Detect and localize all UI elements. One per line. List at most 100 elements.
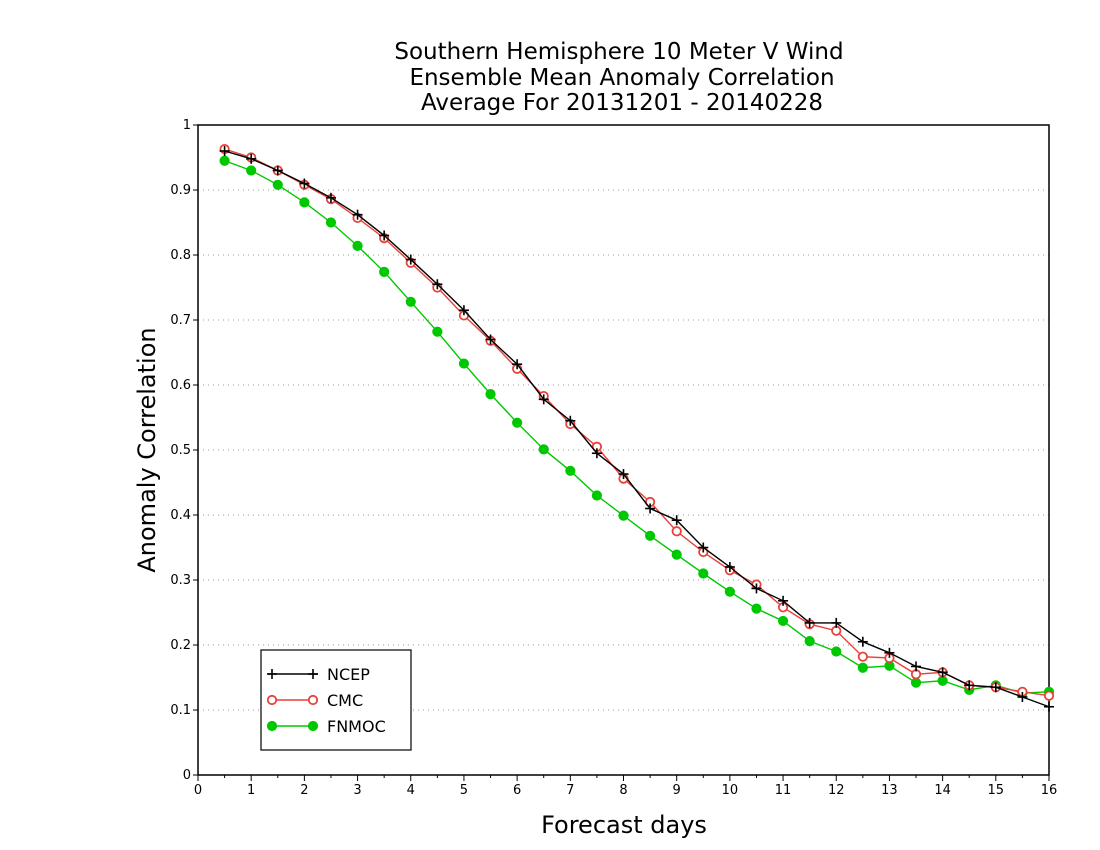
title-line-1: Southern Hemisphere 10 Meter V Wind bbox=[394, 39, 843, 65]
fnmoc-point bbox=[352, 240, 363, 251]
fnmoc-point bbox=[272, 179, 283, 190]
ncep-point bbox=[565, 415, 576, 426]
chart-title: Southern Hemisphere 10 Meter V Wind Ense… bbox=[394, 39, 843, 116]
fnmoc-point bbox=[379, 266, 390, 277]
legend-label-ncep: NCEP bbox=[327, 665, 370, 684]
x-tick-label: 13 bbox=[881, 783, 898, 798]
fnmoc-point bbox=[405, 296, 416, 307]
fnmoc-point bbox=[485, 389, 496, 400]
ncep-point bbox=[990, 682, 1001, 693]
ncep-point bbox=[804, 617, 815, 628]
x-tick-label: 15 bbox=[988, 783, 1005, 798]
x-tick-label: 4 bbox=[407, 783, 415, 798]
ncep-point bbox=[485, 334, 496, 345]
x-tick-label: 5 bbox=[460, 783, 468, 798]
ncep-point bbox=[645, 503, 656, 514]
ncep-point bbox=[964, 680, 975, 691]
ncep-point bbox=[432, 279, 443, 290]
x-tick-labels: 0 1 2 3 4 5 6 7 8 9 10 11 12 13 14 15 16 bbox=[194, 783, 1057, 798]
x-tick-label: 1 bbox=[247, 783, 255, 798]
ncep-point bbox=[379, 230, 390, 241]
x-tick-label: 14 bbox=[934, 783, 951, 798]
ncep-line bbox=[224, 150, 1050, 708]
ncep-point bbox=[857, 636, 868, 647]
y-tick-label: 0.8 bbox=[170, 248, 191, 263]
fnmoc-line bbox=[224, 160, 1050, 694]
ncep-point bbox=[246, 153, 257, 164]
ncep-point bbox=[352, 209, 363, 220]
ncep-point bbox=[405, 254, 416, 265]
ncep-point bbox=[911, 661, 922, 672]
fnmoc-point bbox=[618, 510, 629, 521]
cmc-point bbox=[1043, 690, 1055, 701]
legend-ncep-point bbox=[267, 669, 277, 679]
ncep-point bbox=[219, 146, 230, 156]
y-tick-labels: 0 0.1 0.2 0.3 0.4 0.5 0.6 0.7 0.8 0.9 1 bbox=[170, 118, 191, 783]
legend-item-fnmoc: FNMOC bbox=[266, 717, 386, 736]
fnmoc-point bbox=[299, 197, 310, 208]
legend-label-cmc: CMC bbox=[327, 691, 363, 710]
ncep-point bbox=[724, 562, 735, 572]
ncep-point bbox=[751, 583, 762, 594]
fnmoc-point bbox=[804, 636, 815, 647]
fnmoc-point bbox=[219, 155, 230, 166]
fnmoc-point bbox=[565, 465, 576, 476]
gridlines bbox=[198, 189, 1049, 711]
x-tick-label: 16 bbox=[1041, 783, 1058, 798]
y-axis-label: Anomaly Correlation bbox=[133, 327, 161, 572]
x-tick-label: 9 bbox=[673, 783, 681, 798]
ncep-point bbox=[937, 667, 948, 678]
cmc-point bbox=[857, 651, 868, 662]
series-layer bbox=[219, 143, 1055, 712]
x-tick-label: 12 bbox=[828, 783, 845, 798]
x-tick-label: 3 bbox=[353, 783, 361, 798]
y-tick-label: 0.3 bbox=[170, 573, 191, 588]
x-tick-label: 10 bbox=[722, 783, 739, 798]
ncep-point bbox=[325, 192, 336, 203]
legend-cmc-point bbox=[266, 694, 278, 706]
ncep-point bbox=[299, 178, 310, 189]
x-tick-label: 0 bbox=[194, 783, 202, 798]
fnmoc-point bbox=[910, 677, 922, 688]
legend-fnmoc-point bbox=[307, 720, 319, 732]
ncep-point bbox=[671, 515, 682, 526]
title-line-3: Average For 20131201 - 20140228 bbox=[421, 90, 823, 116]
fnmoc-point bbox=[831, 646, 842, 657]
x-tick-label: 11 bbox=[775, 783, 792, 798]
fnmoc-point bbox=[246, 165, 257, 176]
ncep-point bbox=[1017, 692, 1028, 702]
cmc-point bbox=[671, 526, 682, 537]
fnmoc-point bbox=[671, 549, 682, 560]
fnmoc-point bbox=[538, 444, 549, 455]
title-line-2: Ensemble Mean Anomaly Correlation bbox=[409, 65, 834, 91]
fnmoc-point bbox=[325, 217, 337, 228]
ncep-point bbox=[778, 595, 789, 606]
cmc-series bbox=[219, 143, 1055, 701]
x-tick-label: 6 bbox=[513, 783, 521, 798]
fnmoc-point bbox=[724, 586, 735, 597]
legend-item-cmc: CMC bbox=[266, 691, 363, 710]
ncep-point bbox=[272, 165, 283, 176]
fnmoc-point bbox=[591, 490, 603, 501]
legend-item-ncep: NCEP bbox=[267, 665, 370, 684]
x-tick-label: 2 bbox=[300, 783, 308, 798]
axis-ticks bbox=[193, 124, 1050, 781]
fnmoc-point bbox=[512, 417, 523, 428]
y-tick-label: 0.4 bbox=[170, 508, 191, 523]
y-tick-label: 0.2 bbox=[170, 638, 191, 653]
legend-label-fnmoc: FNMOC bbox=[327, 717, 386, 736]
legend-fnmoc-point bbox=[266, 720, 278, 732]
fnmoc-point bbox=[698, 568, 709, 579]
fnmoc-series bbox=[219, 155, 1055, 699]
x-tick-label: 7 bbox=[566, 783, 574, 798]
ncep-point bbox=[538, 394, 549, 405]
ncep-point bbox=[458, 305, 469, 316]
y-tick-label: 0.5 bbox=[170, 443, 191, 458]
y-tick-label: 0.6 bbox=[170, 378, 191, 393]
y-tick-label: 0.7 bbox=[170, 313, 191, 328]
legend-ncep-point bbox=[308, 669, 318, 679]
fnmoc-point bbox=[751, 603, 762, 614]
fnmoc-point bbox=[458, 358, 470, 369]
ncep-point bbox=[698, 542, 709, 553]
